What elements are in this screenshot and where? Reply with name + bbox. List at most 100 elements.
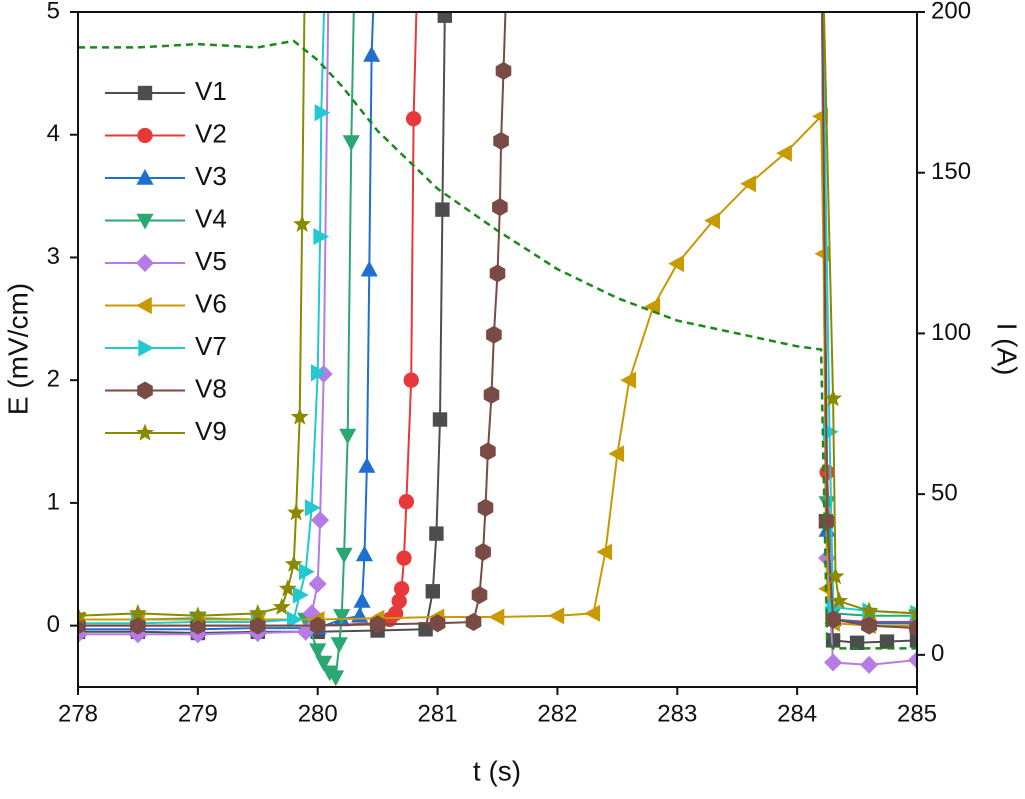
data-point [188, 606, 207, 624]
y2-tick-label: 100 [931, 319, 971, 346]
data-point [363, 46, 381, 62]
data-point [311, 511, 330, 530]
plot-area [78, 12, 917, 687]
data-point [287, 611, 303, 628]
current-line [78, 39, 917, 650]
data-point [826, 567, 845, 585]
data-point [333, 609, 351, 625]
y-axis-label: E (mV/cm) [2, 283, 33, 415]
data-point [330, 637, 348, 653]
legend-label: V9 [195, 416, 227, 446]
legend-label: V8 [195, 373, 227, 403]
legend-label: V1 [195, 76, 227, 106]
data-point [488, 608, 505, 626]
data-point [78, 606, 87, 624]
data-point [819, 512, 835, 531]
legend-marker [137, 127, 153, 144]
data-point [475, 543, 491, 561]
data-point [248, 603, 267, 621]
data-point [293, 586, 309, 604]
data-point [309, 643, 327, 660]
data-point [495, 61, 512, 80]
legend-label: V7 [195, 331, 227, 361]
data-point [492, 198, 508, 217]
legend-marker [137, 85, 153, 101]
data-point [909, 619, 917, 638]
data-point [477, 498, 494, 517]
data-point [486, 325, 502, 344]
data-point [608, 445, 625, 463]
data-point [358, 457, 376, 473]
y-tick-label: 5 [47, 0, 60, 24]
legend-label: V5 [195, 246, 227, 276]
data-point [429, 614, 446, 633]
data-point [327, 670, 345, 687]
y2-tick-label: 150 [931, 158, 971, 185]
data-point [668, 255, 684, 273]
data-point [644, 298, 661, 316]
series-line [78, 12, 917, 630]
data-point [272, 597, 291, 615]
data-point [740, 175, 756, 193]
data-point [620, 371, 637, 389]
y2-tick-label: 200 [931, 0, 971, 24]
data-point [308, 574, 327, 593]
data-point [335, 547, 353, 564]
data-point [596, 543, 613, 561]
data-point [369, 615, 386, 634]
data-point [825, 610, 841, 629]
x-tick-label: 283 [657, 700, 697, 727]
series-line [78, 113, 917, 627]
data-point [351, 606, 369, 623]
data-point [425, 584, 440, 599]
data-point [353, 592, 371, 608]
legend-label: V2 [195, 118, 227, 148]
x-tick-label: 282 [537, 700, 577, 727]
plot-frame [77, 11, 918, 688]
data-point [471, 586, 488, 604]
y2-axis-label: I (A) [992, 323, 1023, 376]
data-point [360, 260, 378, 277]
data-point [830, 591, 849, 609]
data-point [305, 499, 321, 517]
data-point [849, 635, 865, 650]
data-point [311, 364, 327, 382]
y-tick-label: 3 [47, 243, 60, 270]
data-point [824, 389, 843, 407]
x-tick-label: 278 [58, 700, 98, 727]
legend-label: V6 [195, 288, 227, 318]
data-point [860, 601, 878, 619]
data-point [704, 212, 720, 230]
data-point [548, 607, 565, 625]
data-point [391, 593, 407, 609]
data-point [355, 545, 373, 562]
data-point [284, 554, 303, 572]
data-point [860, 655, 879, 674]
data-point [130, 616, 146, 635]
data-point [342, 135, 360, 152]
data-point [339, 428, 357, 445]
data-point [250, 616, 266, 635]
legend-marker [136, 423, 154, 441]
data-point [824, 653, 843, 672]
legend-marker [136, 254, 154, 272]
data-point [309, 616, 326, 635]
legend-label: V4 [195, 203, 227, 233]
y2-tick-label: 50 [931, 479, 958, 506]
data-point [393, 581, 410, 597]
data-point [396, 550, 412, 566]
y2-tick-label: 0 [931, 640, 944, 667]
legend-marker [137, 381, 153, 400]
data-point [776, 144, 792, 162]
data-point [584, 604, 601, 622]
data-point [278, 579, 297, 597]
legend-label: V3 [195, 161, 227, 191]
data-point [861, 616, 877, 635]
legend-marker [136, 296, 152, 315]
data-point [909, 633, 917, 648]
data-point [429, 526, 444, 541]
x-tick-label: 284 [777, 700, 817, 727]
data-point [822, 423, 839, 441]
data-point [432, 412, 448, 427]
x-tick-label: 281 [418, 700, 458, 727]
